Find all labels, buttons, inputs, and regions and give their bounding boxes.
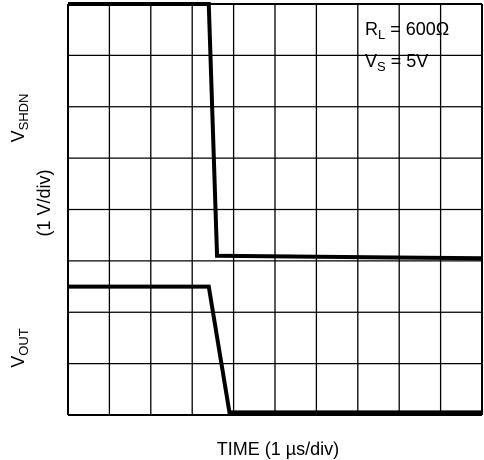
annotation-vs-main: V bbox=[365, 51, 378, 71]
y-label-vout-main: V bbox=[8, 356, 28, 368]
y-label-vshdn: VSHDN bbox=[8, 94, 31, 143]
annotation-vs: VS = 5V bbox=[365, 52, 428, 76]
annotation-vs-sub: S bbox=[377, 59, 386, 74]
annotation-vs-rest: = 5V bbox=[385, 51, 429, 71]
y-label-vout-sub: OUT bbox=[16, 328, 31, 356]
annotation-rl: RL = 600Ω bbox=[365, 20, 449, 44]
traces bbox=[68, 2, 483, 415]
svg-text:VOUT: VOUT bbox=[8, 328, 31, 368]
y-label-vshdn-sub: SHDN bbox=[16, 94, 31, 131]
svg-text:(1 V/div): (1 V/div) bbox=[34, 169, 54, 236]
x-axis-label: TIME (1 µs/div) bbox=[217, 439, 339, 459]
y-label-scale: (1 V/div) bbox=[34, 169, 54, 236]
y-label-vshdn-main: V bbox=[8, 130, 28, 142]
trace-vshdn bbox=[68, 2, 483, 261]
svg-text:VSHDN: VSHDN bbox=[8, 94, 31, 143]
trace-vout bbox=[68, 284, 482, 415]
annotation-rl-rest: = 600Ω bbox=[385, 19, 450, 39]
annotation-rl-main: R bbox=[365, 19, 378, 39]
y-label-vout: VOUT bbox=[8, 328, 31, 368]
grid bbox=[67, 3, 483, 416]
annotation-rl-sub: L bbox=[378, 27, 386, 42]
